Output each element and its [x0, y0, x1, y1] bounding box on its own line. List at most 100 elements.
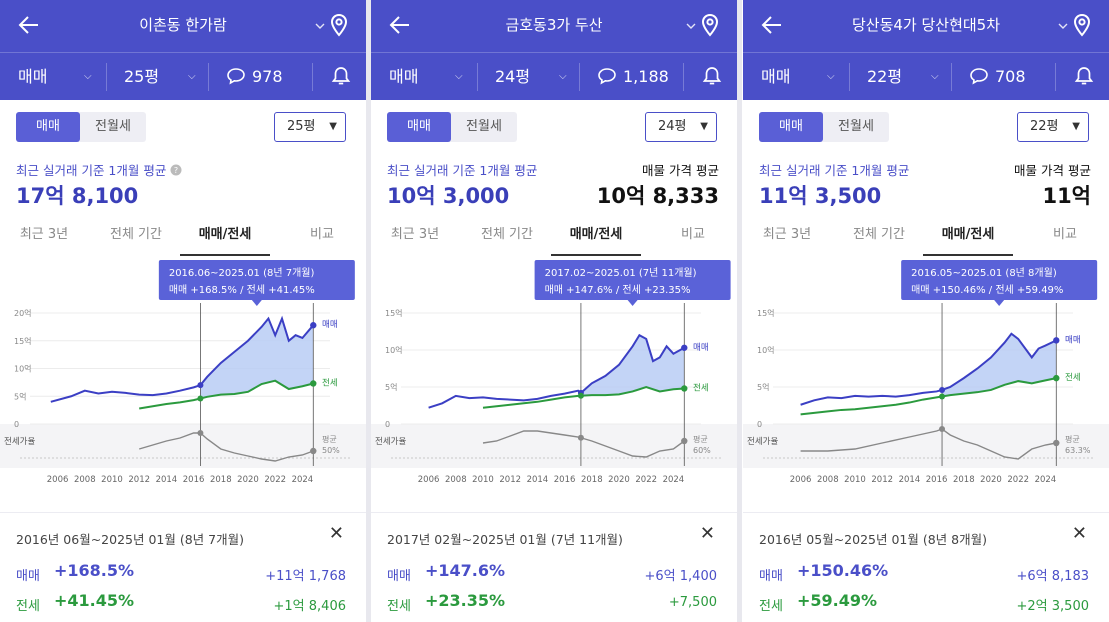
toggle-sale[interactable]: 매매 — [759, 112, 823, 142]
chevron-down-icon[interactable] — [314, 16, 326, 39]
back-arrow-icon[interactable] — [389, 10, 411, 49]
chevron-down-icon[interactable] — [1057, 16, 1069, 39]
tab-recent-3y[interactable]: 최근 3년 — [762, 227, 812, 242]
price-chart[interactable]: 15억 10억 5억 0 2006 2008 2010 2012 2014 2016 2018 202… — [743, 258, 1109, 488]
bell-icon[interactable] — [330, 53, 354, 101]
jeonse-label: 전세 — [387, 599, 411, 614]
sale-change-amount: +6억 1,400 — [644, 569, 717, 584]
price-chart[interactable]: 15억 10억 5억 0 2006 2008 2010 2012 2014 2016 2018 202… — [371, 258, 737, 488]
summary-range: 2016년 05월~2025년 01월 (8년 8개월) — [759, 532, 987, 547]
size-select[interactable]: 25평 ⌵ — [124, 53, 214, 101]
range-tooltip: 2017.02~2025.01 (7년 11개월) 매매 +147.6% / 전세… — [534, 260, 731, 306]
chevron-down-icon[interactable] — [685, 16, 697, 39]
x-tick-label: 2010 — [472, 475, 494, 485]
size-dropdown[interactable]: 25평 ▼ — [274, 112, 346, 142]
help-icon[interactable]: ? — [166, 163, 182, 178]
map-pin-icon[interactable] — [697, 12, 723, 38]
deal-type-label: 매매 — [761, 67, 791, 86]
ratio-end-label: 평균 — [1065, 434, 1080, 444]
y-tick-label: 15억 — [385, 308, 403, 318]
bell-icon[interactable] — [1073, 53, 1097, 101]
x-tick-label: 2022 — [635, 475, 657, 485]
size-dropdown-value: 24평 — [658, 119, 687, 134]
size-select[interactable]: 24평 ⌵ — [495, 53, 585, 101]
ratio-series-line — [800, 428, 1057, 460]
chat-bubble-icon — [226, 67, 252, 86]
tab-compare[interactable]: 비교 — [310, 227, 334, 242]
sale-series-label: 매매 — [1065, 335, 1081, 345]
back-arrow-icon[interactable] — [18, 10, 40, 49]
deal-type-select[interactable]: 매매 ⌵ — [18, 53, 108, 101]
ratio-series-line — [482, 430, 685, 458]
filter-bar: 매매 ⌵ 24평 ⌵ 1,188 — [371, 52, 737, 100]
tab-sale-jeonse[interactable]: 매매/전세 — [923, 220, 1013, 256]
tab-compare[interactable]: 비교 — [681, 227, 705, 242]
deal-type-select[interactable]: 매매 ⌵ — [761, 53, 851, 101]
comments-button[interactable]: 978 — [226, 53, 312, 101]
sale-series-label: 매매 — [693, 343, 709, 353]
ratio-label: 전세가율 — [4, 436, 35, 447]
tab-full-period[interactable]: 전체 기간 — [481, 227, 533, 242]
tab-recent-3y[interactable]: 최근 3년 — [390, 227, 440, 242]
price-chart[interactable]: 20억 15억 10억 5억 0 2006 2008 2010 2012 2014 2016 2018… — [0, 258, 366, 488]
tooltip-box — [158, 260, 355, 300]
jeonse-change-pct: +23.35% — [425, 591, 506, 610]
recent-avg-value: 17억 8,100 — [16, 184, 139, 208]
chevron-down-icon: ⌵ — [188, 71, 196, 82]
close-icon[interactable]: ✕ — [328, 523, 344, 544]
toggle-rent[interactable]: 전월세 — [466, 119, 502, 134]
listing-avg-label: 매물 가격 평균 — [1014, 163, 1091, 178]
jeonse-series-label: 전세 — [1065, 372, 1081, 383]
deal-toggle: 매매 전월세 — [16, 112, 146, 142]
deal-type-label: 매매 — [18, 67, 48, 86]
map-pin-icon[interactable] — [326, 12, 352, 38]
sale-series-line — [50, 315, 315, 403]
tab-sale-jeonse[interactable]: 매매/전세 — [551, 220, 641, 256]
apartment-title[interactable]: 당산동4가 당산현대5차 — [851, 16, 1001, 34]
y-tick-label: 0 — [14, 420, 19, 429]
tab-full-period[interactable]: 전체 기간 — [853, 227, 905, 242]
tab-compare[interactable]: 비교 — [1053, 227, 1077, 242]
comments-button[interactable]: 1,188 — [597, 53, 683, 101]
sale-change-pct: +168.5% — [54, 561, 135, 580]
apartment-title[interactable]: 금호동3가 두산 — [505, 16, 603, 34]
y-tick-label: 20억 — [14, 308, 32, 318]
y-tick-label: 5억 — [757, 382, 769, 392]
x-tick-label: 2020 — [980, 475, 1002, 485]
size-dropdown[interactable]: 24평 ▼ — [645, 112, 717, 142]
x-tick-label: 2016 — [926, 475, 948, 485]
back-arrow-icon[interactable] — [761, 10, 783, 49]
y-tick-label: 10억 — [757, 345, 775, 355]
size-select[interactable]: 22평 ⌵ — [867, 53, 957, 101]
toggle-sale[interactable]: 매매 — [387, 112, 451, 142]
recent-avg-label-text: 최근 실거래 기준 1개월 평균 — [387, 163, 538, 178]
chart-svg[interactable]: 20억 15억 10억 5억 0 2006 2008 2010 2012 2014 2016 2018… — [0, 258, 366, 488]
listing-avg-value: 11억 — [1042, 184, 1091, 208]
close-icon[interactable]: ✕ — [1071, 523, 1087, 544]
ratio-end-point — [1053, 439, 1060, 447]
x-tick-label: 2016 — [554, 475, 576, 485]
x-tick-label: 2014 — [527, 475, 549, 485]
comments-button[interactable]: 708 — [969, 53, 1055, 101]
bell-icon[interactable] — [701, 53, 725, 101]
toggle-sale[interactable]: 매매 — [16, 112, 80, 142]
map-pin-icon[interactable] — [1069, 12, 1095, 38]
toggle-rent[interactable]: 전월세 — [95, 119, 131, 134]
x-tick-label: 2008 — [445, 475, 467, 485]
x-tick-label: 2018 — [210, 475, 232, 485]
tab-full-period[interactable]: 전체 기간 — [110, 227, 162, 242]
tooltip-change: 매매 +150.46% / 전세 +59.49% — [911, 284, 1063, 296]
deal-type-select[interactable]: 매매 ⌵ — [389, 53, 479, 101]
tab-recent-3y[interactable]: 최근 3년 — [19, 227, 69, 242]
chart-svg[interactable]: 15억 10억 5억 0 2006 2008 2010 2012 2014 2016 2018 202… — [743, 258, 1109, 488]
toggle-rent[interactable]: 전월세 — [838, 119, 874, 134]
apartment-title[interactable]: 이촌동 한가람 — [139, 16, 227, 34]
tab-sale-jeonse[interactable]: 매매/전세 — [180, 220, 270, 256]
sale-change-amount: +6억 8,183 — [1016, 569, 1089, 584]
close-icon[interactable]: ✕ — [699, 523, 715, 544]
ratio-end-point — [681, 437, 688, 445]
recent-avg-label: 최근 실거래 기준 1개월 평균 — [387, 160, 537, 179]
size-dropdown[interactable]: 22평 ▼ — [1017, 112, 1089, 142]
chart-svg[interactable]: 15억 10억 5억 0 2006 2008 2010 2012 2014 2016 2018 202… — [371, 258, 737, 488]
x-tick-label: 2012 — [128, 475, 150, 485]
